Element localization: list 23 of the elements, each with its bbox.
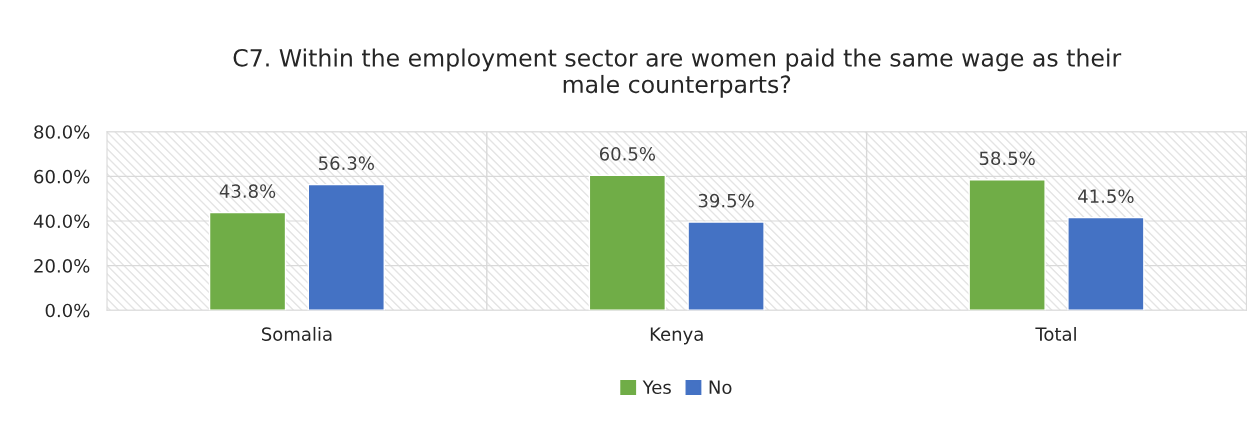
data-label: 41.5% — [1078, 189, 1134, 204]
x-tick-label: Total — [1035, 326, 1076, 341]
legend-label: Yes — [642, 380, 671, 395]
data-label: 39.5% — [698, 193, 754, 208]
y-tick-label: 0.0% — [45, 303, 90, 318]
bar — [968, 179, 1046, 311]
data-label: 60.5% — [599, 146, 656, 161]
bar — [588, 174, 667, 311]
data-label: 56.3% — [319, 156, 374, 171]
y-tick-label: 40.0% — [33, 214, 90, 229]
chart-title: C7. Within the employment sector are women paid the same wage as their male counterparts? — [233, 48, 1122, 98]
data-label: 58.5% — [979, 151, 1035, 166]
y-tick-label: 80.0% — [34, 125, 90, 139]
bar — [307, 183, 385, 311]
data-label: 43.8% — [219, 184, 276, 198]
y-tick-label: 20.0% — [34, 259, 90, 273]
y-tick-label: 60.0% — [34, 169, 90, 184]
bar — [208, 211, 287, 311]
bar — [1067, 216, 1145, 311]
x-tick-label: Somalia — [261, 326, 332, 341]
legend-label: No — [709, 380, 732, 395]
x-tick-label: Kenya — [650, 327, 703, 345]
bar — [687, 221, 765, 311]
